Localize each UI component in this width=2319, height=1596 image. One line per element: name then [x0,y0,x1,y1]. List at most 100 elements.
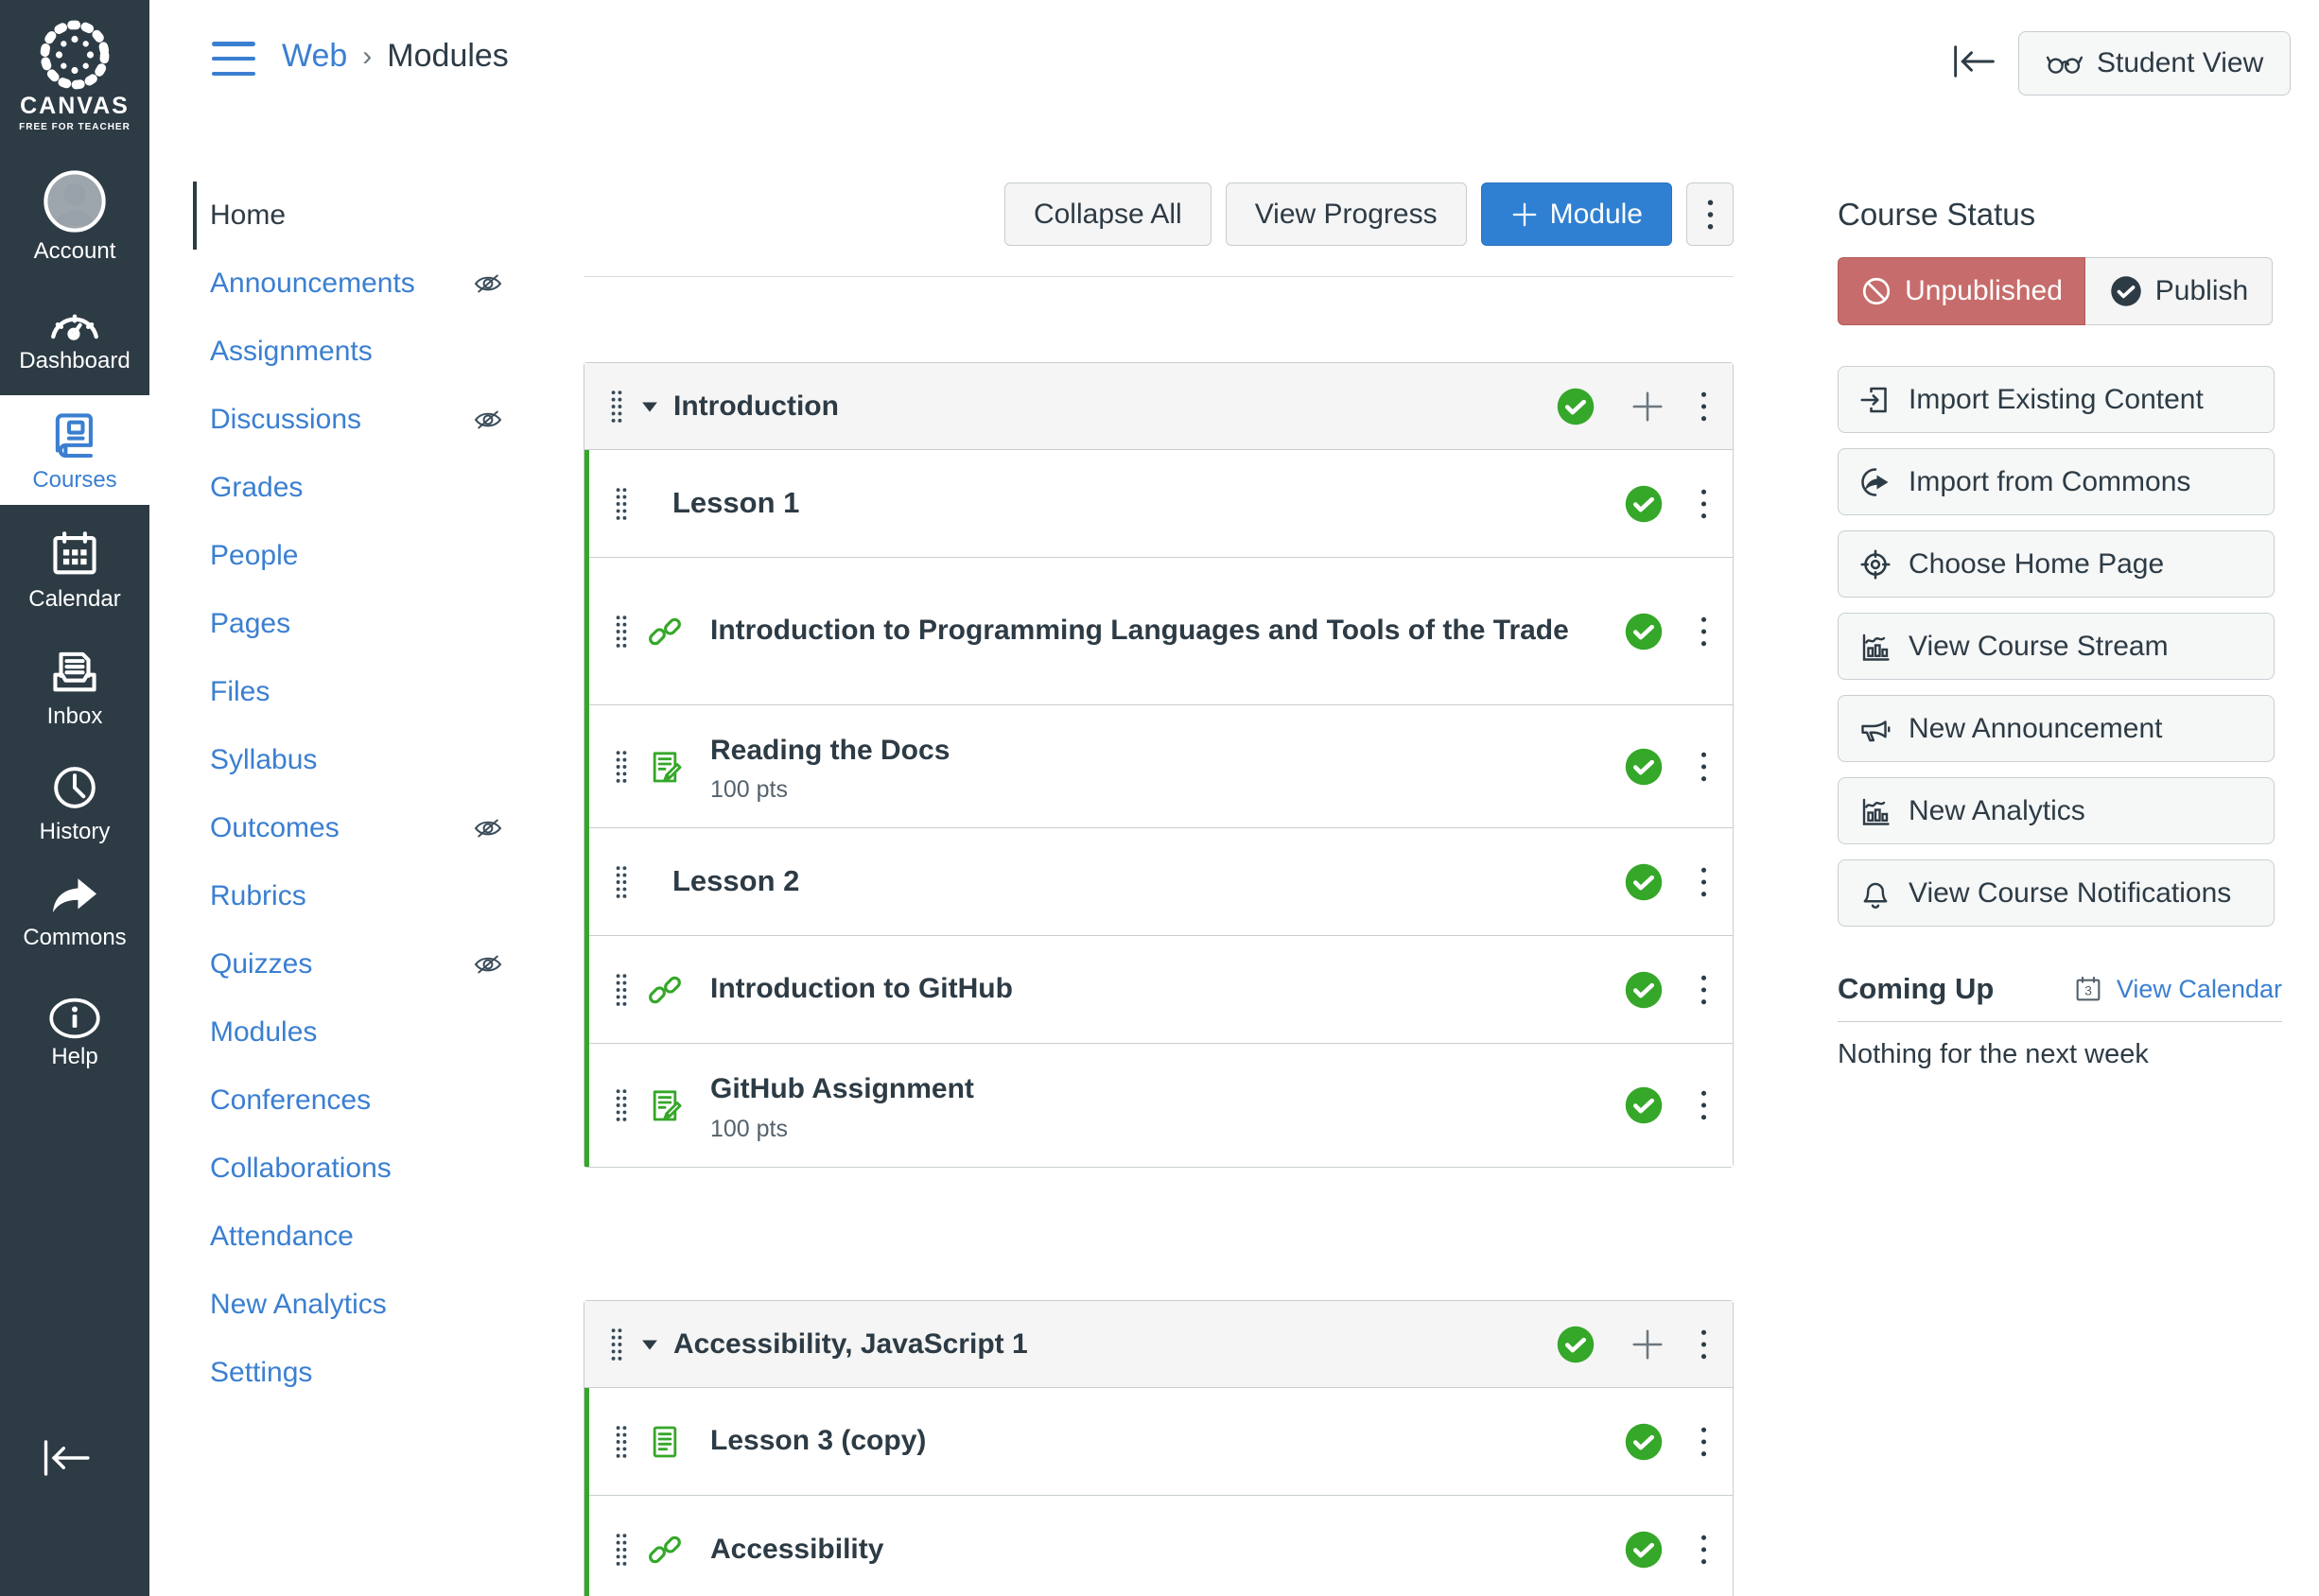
publish-button[interactable]: Publish [2085,257,2273,325]
new-announcement-button[interactable]: New Announcement [1838,695,2275,762]
drag-handle-icon[interactable] [614,1423,629,1461]
course-nav-syllabus[interactable]: Syllabus [193,726,524,794]
course-nav-pages[interactable]: Pages [193,590,524,658]
new-analytics-button[interactable]: New Analytics [1838,777,2275,844]
course-nav-toggle-button[interactable] [212,42,255,76]
collapse-module-toggle[interactable] [641,400,658,413]
drag-handle-icon[interactable] [614,748,629,786]
unpublish-button[interactable]: Unpublished [1838,257,2085,325]
global-nav-account[interactable]: Account [0,157,149,276]
module-published-button[interactable] [1556,1325,1595,1364]
add-item-button[interactable] [1630,1327,1665,1362]
item-options-kebab[interactable] [1700,1088,1708,1122]
item-options-kebab[interactable] [1700,487,1708,521]
drag-handle-icon[interactable] [609,388,624,425]
coming-up-empty-message: Nothing for the next week [1838,1039,2149,1069]
module-options-kebab[interactable] [1700,390,1708,424]
add-module-button[interactable]: Module [1480,182,1672,246]
drag-handle-icon[interactable] [614,971,629,1009]
course-nav-attendance[interactable]: Attendance [193,1203,524,1271]
drag-handle-icon[interactable] [614,485,629,523]
breadcrumb-course-link[interactable]: Web [282,38,348,74]
module-item-title[interactable]: Reading the Docs [710,734,950,766]
check-circle-icon [1625,1086,1663,1124]
view-course-stream-button[interactable]: View Course Stream [1838,613,2275,680]
view-calendar-link[interactable]: View Calendar [2116,974,2282,1003]
item-options-kebab[interactable] [1700,615,1708,649]
bell-icon [1858,876,1892,911]
item-published-button[interactable] [1624,612,1664,651]
import-from-commons-button[interactable]: Import from Commons [1838,448,2275,515]
global-nav-calendar[interactable]: Calendar [0,514,149,624]
module-title: Introduction [673,390,839,422]
item-published-button[interactable] [1624,484,1664,524]
item-published-button[interactable] [1624,1085,1664,1125]
course-nav-conferences[interactable]: Conferences [193,1067,524,1135]
course-nav-files[interactable]: Files [193,658,524,726]
view-progress-button[interactable]: View Progress [1225,182,1467,246]
course-nav-rubrics[interactable]: Rubrics [193,862,524,930]
add-item-button[interactable] [1630,389,1665,425]
global-nav-help[interactable]: Help [0,985,149,1082]
drag-handle-icon[interactable] [609,1326,624,1363]
collapse-right-sidebar-button[interactable] [1948,43,1997,84]
course-nav-outcomes[interactable]: Outcomes [193,794,524,862]
module-item-row: Lesson 3 (copy) [589,1388,1733,1496]
global-nav-commons[interactable]: Commons [0,864,149,963]
module-item-title[interactable]: Introduction to GitHub [710,973,1013,1005]
canvas-logo[interactable]: CANVAS FREE FOR TEACHER [19,13,131,132]
module-item-title[interactable]: Accessibility [710,1533,884,1565]
item-options-kebab[interactable] [1700,1533,1708,1567]
course-nav-quizzes[interactable]: Quizzes [193,930,524,998]
item-published-button[interactable] [1624,862,1664,902]
module-item-title[interactable]: Introduction to Programming Languages an… [710,615,1569,647]
item-options-kebab[interactable] [1700,865,1708,899]
course-nav-assignments[interactable]: Assignments [193,318,524,386]
drag-handle-icon[interactable] [614,613,629,651]
student-view-button[interactable]: Student View [2018,31,2292,95]
link-icon [646,1531,684,1569]
item-published-button[interactable] [1624,1530,1664,1570]
course-nav-label: Syllabus [210,744,318,775]
item-published-button[interactable] [1624,747,1664,787]
student-view-label: Student View [2097,47,2264,78]
course-nav-collaborations[interactable]: Collaborations [193,1135,524,1203]
module-published-button[interactable] [1556,387,1595,426]
drag-handle-icon[interactable] [614,1086,629,1124]
global-nav-history[interactable]: History [0,749,149,857]
course-nav-new-analytics[interactable]: New Analytics [193,1271,524,1339]
collapse-global-nav-button[interactable] [38,1438,93,1483]
course-nav-grades[interactable]: Grades [193,454,524,522]
item-published-button[interactable] [1624,970,1664,1010]
course-nav-label: Conferences [210,1084,372,1116]
course-nav-home[interactable]: Home [193,182,524,250]
clock-icon [48,761,101,814]
drag-handle-icon[interactable] [614,1531,629,1569]
course-nav-label: Collaborations [210,1153,392,1184]
course-nav-people[interactable]: People [193,522,524,590]
item-options-kebab[interactable] [1700,1425,1708,1459]
global-nav-courses[interactable]: Courses [0,395,149,505]
triangle-down-icon [642,402,657,412]
item-options-kebab[interactable] [1700,750,1708,784]
course-nav-announcements[interactable]: Announcements [193,250,524,318]
item-options-kebab[interactable] [1700,973,1708,1007]
item-published-button[interactable] [1624,1422,1664,1462]
import-existing-content-button[interactable]: Import Existing Content [1838,366,2275,433]
module-item-title[interactable]: Lesson 3 (copy) [710,1425,927,1457]
choose-home-page-button[interactable]: Choose Home Page [1838,530,2275,598]
global-nav-dashboard[interactable]: Dashboard [0,284,149,386]
triangle-down-icon [642,1340,657,1350]
course-nav-settings[interactable]: Settings [193,1339,524,1407]
collapse-all-button[interactable]: Collapse All [1003,182,1212,246]
modules-options-kebab[interactable] [1686,182,1734,246]
view-course-notifications-button[interactable]: View Course Notifications [1838,859,2275,927]
drag-handle-icon[interactable] [614,863,629,901]
course-nav-modules[interactable]: Modules [193,998,524,1067]
module-options-kebab[interactable] [1700,1327,1708,1362]
global-nav-inbox[interactable]: Inbox [0,632,149,741]
course-nav-discussions[interactable]: Discussions [193,386,524,454]
course-nav-label: Discussions [210,404,362,435]
collapse-module-toggle[interactable] [641,1338,658,1351]
module-item-title[interactable]: GitHub Assignment [710,1073,974,1105]
